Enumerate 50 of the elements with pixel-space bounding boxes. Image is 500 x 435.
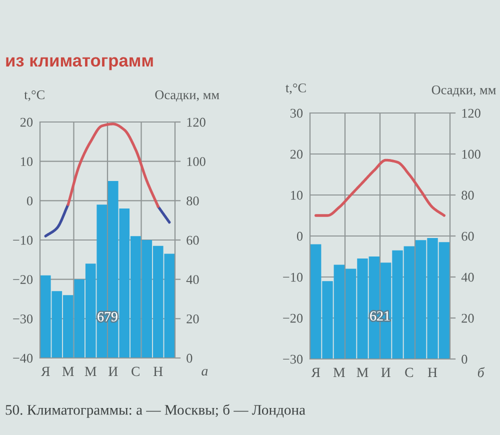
y-tick-label: −10 xyxy=(283,272,303,282)
y2-tick-label: 40 xyxy=(186,275,199,284)
y2-tick-label: 80 xyxy=(186,196,199,206)
annotation: 679 xyxy=(98,312,118,322)
y2-tick-label: 0 xyxy=(186,354,192,363)
y2-tick-label: 60 xyxy=(186,236,199,245)
x-tick-label: И xyxy=(108,366,118,376)
x-tick-label: С xyxy=(132,366,140,376)
x-tick-label: Н xyxy=(154,366,163,376)
y-axis-title: t,°C xyxy=(286,83,306,94)
y-tick-label: 10 xyxy=(291,190,303,200)
y-tick-label: −30 xyxy=(13,314,33,324)
x-tick-label: М xyxy=(84,366,96,376)
y-tick-label: 0 xyxy=(26,196,33,206)
x-tick-label: И xyxy=(381,368,390,377)
y2-tick-label: 40 xyxy=(461,272,474,282)
y-axis-title: t,°C xyxy=(24,90,44,102)
x-tick-label: Я xyxy=(311,368,320,377)
y2-tick-label: 100 xyxy=(462,150,480,159)
x-tick-label: М xyxy=(333,368,345,377)
x-tick-label: Я xyxy=(41,366,50,376)
y2-axis-title: Осадки, мм xyxy=(155,90,220,102)
y2-axis-title: Осадки, мм xyxy=(432,85,496,97)
y-tick-label: −30 xyxy=(283,354,303,364)
y-tick-label: −40 xyxy=(13,354,33,363)
y-tick-label: −20 xyxy=(283,314,303,323)
y2-tick-label: 20 xyxy=(462,314,474,323)
text: а xyxy=(202,368,208,376)
y-tick-label: 10 xyxy=(21,157,33,166)
y-tick-label: 20 xyxy=(20,118,33,127)
y-tick-label: 0 xyxy=(296,232,303,241)
text: 50. Климатограммы: а — Москвы; б — Лондона xyxy=(6,404,306,418)
y2-tick-label: 20 xyxy=(186,314,199,324)
y2-tick-label: 80 xyxy=(462,190,474,200)
text: б xyxy=(478,367,485,378)
y-tick-label: −10 xyxy=(13,236,33,245)
y2-tick-label: 120 xyxy=(462,108,480,118)
x-tick-label: С xyxy=(405,368,414,378)
y-tick-label: 20 xyxy=(290,150,303,159)
y2-tick-label: 60 xyxy=(462,232,474,241)
chart-title: из климатограмм xyxy=(6,57,153,70)
y2-tick-label: 120 xyxy=(187,118,206,127)
x-tick-label: М xyxy=(356,368,368,377)
x-tick-label: М xyxy=(62,366,74,376)
x-tick-label: Н xyxy=(428,368,438,377)
annotation: 621 xyxy=(370,311,390,321)
y-tick-label: −20 xyxy=(13,275,33,284)
y-tick-label: 30 xyxy=(290,108,303,118)
y2-tick-label: 100 xyxy=(187,157,206,166)
y2-tick-label: 0 xyxy=(462,354,468,364)
